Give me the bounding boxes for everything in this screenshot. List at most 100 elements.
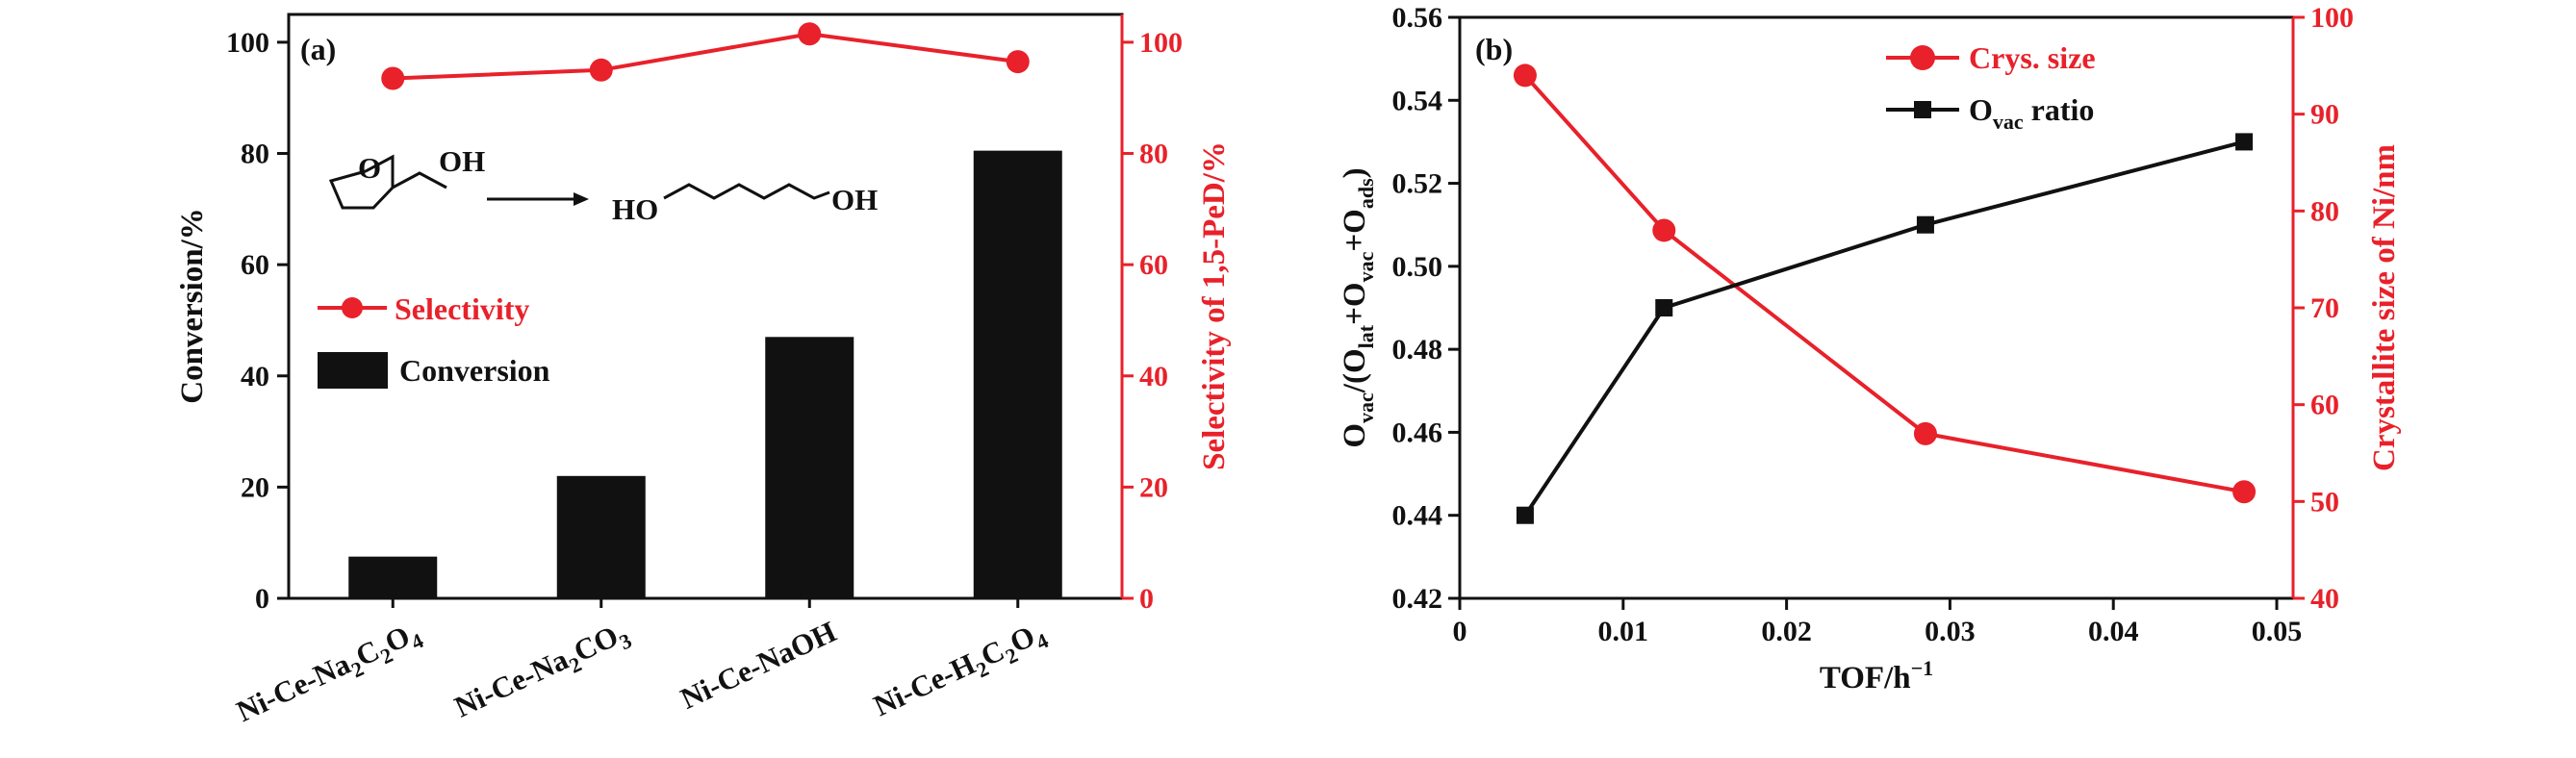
panel-b-right-axis: 40 50 60 70 80 90 100 [2291, 2, 2354, 615]
reactant-oh-label: OH [439, 144, 485, 178]
y-tick-label: 0.42 [1392, 583, 1443, 615]
crys-size-line [1523, 74, 2245, 494]
category-label: Ni-Ce-Na2C2O4 [231, 615, 426, 734]
category-text: Ni-Ce-H [868, 646, 980, 722]
y-tick-label: 100 [226, 27, 269, 59]
product-oh-label: OH [831, 183, 878, 216]
ylabel-part-1: vac [1354, 392, 1378, 423]
panel-b-y-axis-label: Ovac/(Olat+Ovac+Oads) [1338, 167, 1378, 447]
legend-crys-marker [1910, 45, 1935, 70]
legend-ovac-sub: vac [1993, 110, 2024, 134]
legend-ovac-marker [1914, 101, 1931, 118]
tetrahydrofurfuryl-alcohol-structure [328, 154, 447, 210]
crys-size-point [1913, 421, 1937, 445]
ylabel-part-7: ads [1354, 178, 1378, 209]
panel-b-chart: 0.42 0.44 0.46 0.48 0.50 0.52 0.54 0.56 40 50 60 7… [1338, 2, 2402, 695]
y-tick-label: 0.56 [1392, 2, 1443, 34]
panel-b-left-axis: 0.42 0.44 0.46 0.48 0.50 0.52 0.54 0.56 [1392, 2, 1460, 615]
x-tick-label: 0.03 [1925, 616, 1976, 647]
y-tick-label: 0.54 [1392, 85, 1443, 116]
y2-tick-label: 50 [2310, 486, 2339, 518]
ylabel-part-8: ) [1338, 167, 1372, 178]
x-axis-label-base: TOF/h [1820, 661, 1911, 695]
conversion-bar [348, 556, 438, 598]
panel-a-y2-axis-label: Selectivity of 1,5-PeD/% [1197, 141, 1232, 470]
conversion-bar [973, 150, 1062, 598]
category-label: Ni-Ce-H2C2O4 [868, 615, 1052, 728]
ylabel-part-0: O [1338, 423, 1372, 448]
y2-tick-label: 60 [1139, 249, 1168, 281]
reaction-arrow [487, 192, 589, 206]
selectivity-point [589, 58, 613, 82]
x-axis-label-exponent: −1 [1911, 656, 1934, 680]
legend-selectivity-label: Selectivity [395, 291, 529, 326]
panel-a-label: (a) [300, 32, 336, 66]
selectivity-point [1006, 50, 1030, 74]
y-tick-label: 0.50 [1392, 251, 1443, 283]
pentanediol-chain [663, 183, 830, 200]
product-ho-label: HO [612, 192, 658, 226]
ovac-ratio-point [1916, 215, 1934, 234]
panel-a-selectivity-series [381, 22, 1030, 90]
category-text: Ni-Ce-Na [231, 646, 355, 728]
selectivity-line [393, 32, 1019, 81]
ovac-ratio-point [2235, 133, 2254, 151]
category-text: Ni-Ce-NaOH [676, 615, 841, 716]
y2-tick-label: 80 [1139, 139, 1168, 170]
panel-b-legend: Crys. size Ovac ratio [1886, 40, 2096, 134]
selectivity-point [798, 22, 822, 46]
legend-selectivity-marker [342, 297, 363, 318]
x-tick-label: 0.04 [2088, 616, 2139, 647]
panel-b-y2-axis-label: Crystallite size of Ni/nm [2367, 144, 2402, 471]
y2-tick-label: 90 [2310, 99, 2339, 131]
legend-ovac-label: Ovac ratio [1969, 92, 2094, 134]
x-tick-label: 0.02 [1761, 616, 1812, 647]
ylabel-part-2: /(O [1338, 348, 1372, 393]
category-text: Ni-Ce-Na [449, 642, 574, 723]
ring-oxygen-label: O [358, 151, 381, 185]
ylabel-part-4: +O [1338, 282, 1372, 324]
legend-ovac-rest: ratio [2024, 92, 2095, 127]
x-tick-label: 0.01 [1598, 616, 1649, 647]
panel-b-frame [1458, 15, 2295, 600]
ovac-ratio-point [1655, 299, 1673, 316]
reaction-scheme: O OH HO OH [328, 144, 878, 226]
y2-tick-label: 60 [2310, 390, 2339, 421]
y-tick-label: 0.52 [1392, 168, 1443, 200]
y2-tick-label: 80 [2310, 195, 2339, 227]
y-tick-label: 0.48 [1392, 334, 1443, 366]
y-tick-label: 0.46 [1392, 417, 1443, 448]
ylabel-part-5: vac [1354, 251, 1378, 282]
legend-conversion-swatch [318, 352, 388, 389]
y-tick-label: 20 [241, 471, 269, 503]
category-label: Ni-Ce-Na2CO3 [449, 615, 635, 729]
legend-crys-label: Crys. size [1969, 40, 2096, 75]
category-label: Ni-Ce-NaOH [676, 615, 841, 716]
y-tick-label: 40 [241, 361, 269, 392]
y2-tick-label: 100 [2310, 2, 2354, 34]
legend-ovac-base: O [1969, 92, 1993, 127]
y2-tick-label: 100 [1139, 27, 1183, 59]
crys-size-point [1513, 63, 1537, 88]
ovac-ratio-line [1523, 139, 2245, 517]
conversion-bar [765, 337, 854, 598]
y-tick-label: 0 [255, 583, 269, 615]
ylabel-part-6: +O [1338, 209, 1372, 251]
selectivity-point [381, 66, 405, 90]
panel-a-legend: Selectivity Conversion [318, 291, 550, 389]
ylabel-part-3: lat [1354, 324, 1378, 348]
y2-tick-label: 40 [2310, 583, 2339, 615]
x-tick-label: 0 [1453, 616, 1467, 647]
panel-b-x-axis: 0 0.01 0.02 0.03 0.04 0.05 [1453, 598, 2302, 647]
y-tick-label: 0.44 [1392, 500, 1443, 532]
panel-b-x-axis-label: TOF/h−1 [1820, 656, 1933, 695]
ovac-ratio-point [1516, 506, 1534, 524]
panel-a-y-axis-label: Conversion/% [175, 208, 210, 404]
y2-tick-label: 70 [2310, 292, 2339, 324]
panel-b-label: (b) [1475, 32, 1513, 66]
y2-tick-label: 40 [1139, 361, 1168, 392]
